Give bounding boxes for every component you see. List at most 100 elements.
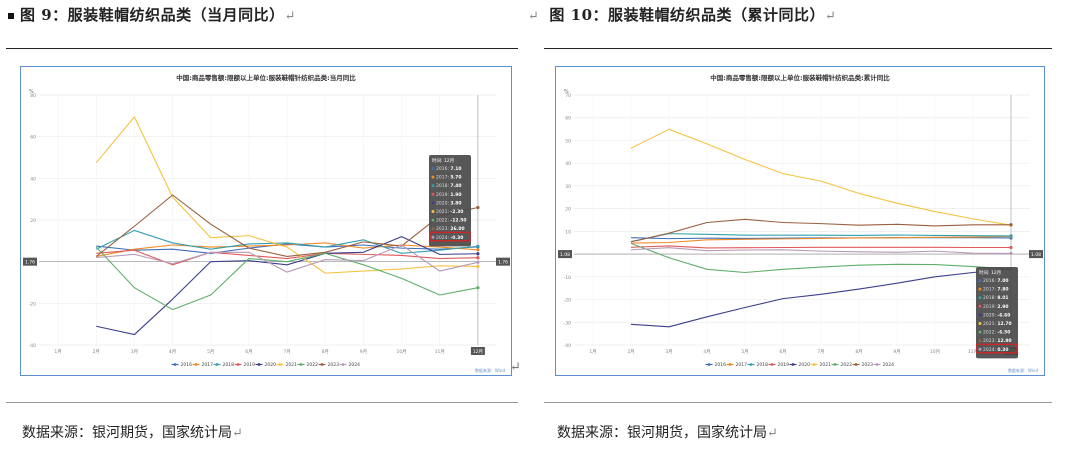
y-tick-label: -10 (564, 275, 571, 281)
divider-top-left (6, 48, 518, 49)
legend-label-2024: 2024 (349, 362, 361, 368)
tooltip-box (976, 267, 1018, 359)
source-right: 数据来源：银河期货，国家统计局↵ (557, 422, 778, 442)
legend-label-2018: 2018 (757, 362, 769, 368)
chart-title: 中国:商品零售额:限额以上单位:服装鞋帽针纺织品类:当月同比 (176, 73, 356, 82)
legend-marker-2019 (236, 363, 240, 366)
tooltip-line: 2024: -0.30 (436, 235, 463, 241)
series-line-2017 (96, 242, 478, 257)
return-mark-icon: ↵ (825, 9, 837, 24)
y-tick-label: 40 (30, 176, 36, 182)
series-point-2023 (476, 205, 480, 210)
tooltip-marker (431, 192, 435, 196)
x-tick-label: 7月 (283, 349, 290, 355)
legend-label-2024: 2024 (883, 362, 895, 368)
cursor-y-label-left: 1.08 (560, 252, 570, 258)
tooltip-line: 2016: 7.00 (983, 278, 1009, 284)
x-tick-label: 6月 (245, 349, 252, 355)
legend-label-2017: 2017 (736, 362, 748, 368)
cursor-y-badge-left (558, 250, 572, 259)
series-point-2020 (476, 252, 480, 256)
series-line-2023 (95, 194, 479, 258)
x-tick-label: 1月 (589, 349, 596, 355)
series-line-2021 (630, 128, 1012, 226)
legend-marker-2018 (749, 363, 753, 366)
tooltip-line: 2016: 7.10 (436, 166, 462, 172)
legend-marker-2018 (215, 363, 219, 366)
tooltip-marker (431, 167, 435, 170)
x-tick-label: 9月 (360, 349, 367, 355)
chart-left[interactable]: 中国:商品零售额:限额以上单位:服装鞋帽针纺织品类:当月同比%-40-20020… (21, 67, 511, 375)
tooltip-line: 2017: 5.70 (436, 175, 462, 181)
tooltip-marker (978, 287, 982, 291)
tooltip-marker (978, 296, 982, 300)
tooltip-line: 2022: -6.50 (983, 330, 1010, 336)
divider-bottom-left (6, 402, 518, 403)
legend-label-2018: 2018 (223, 362, 235, 368)
cursor-y-label-right: 1.76 (498, 259, 508, 265)
series-point-2018 (1009, 234, 1013, 238)
tooltip-line: 2021: 12.70 (983, 321, 1012, 327)
tooltip-line: 2020: -6.60 (983, 312, 1010, 318)
legend-marker-2021 (812, 363, 816, 366)
series-line-2016 (96, 243, 478, 254)
y-tick-label: -20 (564, 298, 571, 304)
series-line-2017 (630, 235, 1012, 244)
tooltip-line: 2023: 12.90 (983, 338, 1012, 344)
legend-marker-2016 (173, 363, 177, 366)
legend-label-2016: 2016 (181, 362, 193, 368)
x-tick-label: 5月 (741, 349, 748, 355)
chart-right-frame: 中国:商品零售额:限额以上单位:服装鞋帽针纺织品类:累计同比% -40 -30 -20… (555, 66, 1045, 376)
y-axis-unit-label: % (29, 89, 34, 95)
y-tick-label: -40 (564, 343, 571, 349)
x-tick-label: 9月 (893, 349, 900, 355)
legend-marker-2022 (833, 363, 837, 366)
y-tick-label: -40 (29, 343, 36, 349)
legend-marker-2020 (791, 363, 795, 366)
x-tick-label: 10月 (930, 349, 940, 355)
tooltip-marker (978, 304, 982, 308)
series-point-2024 (476, 260, 480, 264)
y-tick-label: -30 (564, 320, 571, 326)
watermark: 数据来源：Wind (475, 367, 506, 373)
x-tick-label: 7月 (817, 349, 824, 355)
x-tick-label: 4月 (703, 349, 710, 355)
tooltip-line: 2023: 26.00 (436, 226, 465, 232)
tooltip-line: 2018: 7.40 (436, 183, 462, 189)
legend-label-2023: 2023 (862, 362, 874, 368)
legend-label-2016: 2016 (715, 362, 727, 368)
series-line-2018 (630, 233, 1012, 243)
legend-label-2021: 2021 (820, 362, 832, 368)
return-mark-icon: ↵ (510, 360, 521, 375)
x-tick-label: 11月 (968, 349, 978, 355)
tooltip-line: 2021: -2.30 (436, 209, 463, 215)
series-line-2023 (630, 218, 1011, 243)
legend-label-2020: 2020 (265, 362, 277, 368)
legend-marker-2022 (299, 363, 303, 366)
watermark: 数据来源：Wind (1008, 367, 1039, 373)
tooltip-line: 2020: 3.80 (436, 200, 462, 206)
legend-label-2019: 2019 (244, 362, 256, 368)
return-mark-icon: ↵ (767, 426, 778, 441)
series-line-2020 (630, 268, 1012, 328)
y-tick-label: 60 (30, 135, 36, 141)
y-tick-label: 30 (565, 184, 571, 190)
x-tick-label: 2月 (93, 349, 100, 355)
legend-marker-2019 (770, 363, 774, 366)
x-tick-label: 4月 (169, 349, 176, 355)
source-left-text: 数据来源：银河期货，国家统计局 (22, 425, 232, 441)
tooltip-marker (978, 322, 982, 325)
legend-label-2020: 2020 (799, 362, 811, 368)
series-point-2021 (476, 264, 480, 269)
x-tick-label: 10月 (396, 349, 406, 355)
tooltip-line: 2019: 2.90 (983, 304, 1009, 310)
chart-right[interactable]: 中国:商品零售额:限额以上单位:服装鞋帽针纺织品类:累计同比% -40 -30 -20… (556, 67, 1044, 375)
return-mark-icon: ↵ (528, 9, 540, 24)
figure-title-left-text: 图 9：服装鞋帽纺织品类（当月同比） (20, 6, 285, 24)
tooltip-marker (431, 235, 435, 239)
series-line-2022 (630, 242, 1012, 274)
series-point-2018 (476, 244, 480, 248)
legend-label-2022: 2022 (307, 362, 319, 368)
tooltip-marker (978, 330, 982, 334)
bullet-icon (8, 13, 14, 19)
